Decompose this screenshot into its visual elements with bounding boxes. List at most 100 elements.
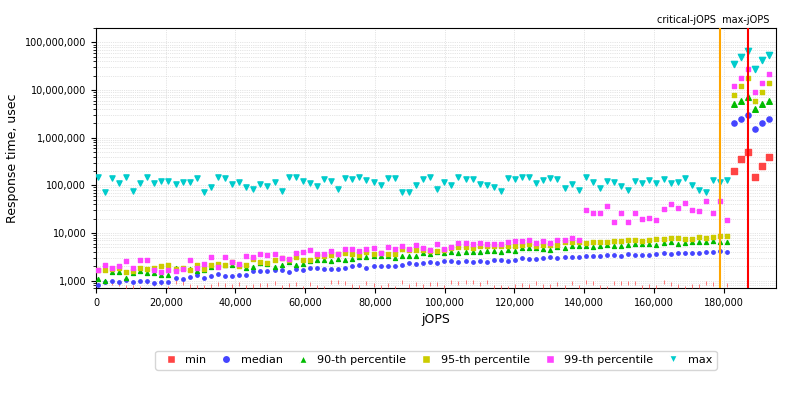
Point [268, 179, 281, 185]
Point [134, 284, 146, 291]
Point [424, 174, 437, 180]
Point [339, 175, 352, 181]
Point [530, 242, 542, 249]
Point [367, 253, 380, 259]
Point [714, 233, 726, 239]
Point [98, 188, 111, 195]
Point [254, 282, 267, 289]
Point [714, 198, 726, 204]
Point [402, 253, 415, 259]
Point [148, 280, 161, 286]
Point [325, 279, 338, 285]
Point [374, 182, 387, 188]
Point [134, 278, 146, 284]
Point [410, 182, 422, 188]
Point [325, 178, 338, 184]
Point [445, 182, 458, 188]
Point [155, 272, 168, 278]
Point [509, 248, 522, 254]
Point [318, 266, 330, 272]
Point [226, 259, 238, 266]
Point [714, 248, 726, 254]
Point [211, 264, 224, 270]
Point [502, 239, 514, 245]
Point [558, 184, 571, 191]
Point [438, 245, 450, 252]
Point [734, 75, 747, 81]
Point [516, 242, 529, 248]
Point [601, 242, 614, 248]
Point [502, 246, 514, 253]
Point [594, 210, 606, 216]
Point [353, 262, 366, 269]
Point [176, 266, 189, 272]
Point [155, 268, 168, 275]
Point [282, 256, 295, 262]
Point [749, 174, 762, 180]
Point [474, 181, 486, 187]
Point [417, 250, 430, 256]
Point [162, 262, 175, 268]
Point [148, 267, 161, 273]
Point [572, 243, 585, 249]
Point [332, 279, 345, 285]
Point [728, 120, 741, 126]
Point [134, 179, 146, 186]
Point [155, 263, 168, 270]
Point [544, 242, 557, 248]
Point [601, 178, 614, 184]
Point [198, 188, 210, 195]
Point [290, 174, 302, 180]
Point [756, 80, 769, 86]
Point [762, 154, 775, 160]
Point [120, 284, 133, 290]
Point [190, 272, 203, 278]
Point [113, 180, 126, 186]
Point [494, 241, 507, 247]
Point [502, 243, 514, 249]
Point [310, 264, 323, 271]
Point [240, 253, 253, 260]
Point [544, 240, 557, 246]
Point [382, 251, 394, 257]
Point [402, 246, 415, 252]
Point [756, 163, 769, 170]
Point [417, 283, 430, 289]
Point [438, 258, 450, 264]
Point [346, 251, 358, 258]
Point [721, 238, 734, 245]
Point [183, 267, 196, 273]
Point [431, 186, 444, 193]
Point [516, 245, 529, 252]
Point [721, 217, 734, 223]
Point [686, 182, 698, 188]
Point [474, 242, 486, 249]
Point [169, 274, 182, 281]
Point [198, 267, 210, 273]
Point [261, 252, 274, 258]
Point [382, 174, 394, 181]
Point [402, 260, 415, 266]
Point [410, 252, 422, 259]
Point [176, 265, 189, 271]
Point [480, 243, 493, 249]
Point [106, 265, 118, 271]
Point [466, 241, 479, 247]
Point [459, 258, 472, 264]
Point [290, 250, 302, 256]
Point [474, 249, 486, 256]
Point [290, 254, 302, 261]
Point [183, 257, 196, 264]
Point [650, 251, 663, 257]
Point [608, 280, 621, 286]
Point [438, 284, 450, 290]
Point [594, 238, 606, 245]
Point [395, 243, 408, 250]
Point [360, 280, 373, 287]
Point [268, 263, 281, 270]
Point [622, 237, 634, 243]
Point [466, 245, 479, 251]
Point [601, 285, 614, 291]
Point [650, 242, 663, 248]
Point [148, 264, 161, 271]
